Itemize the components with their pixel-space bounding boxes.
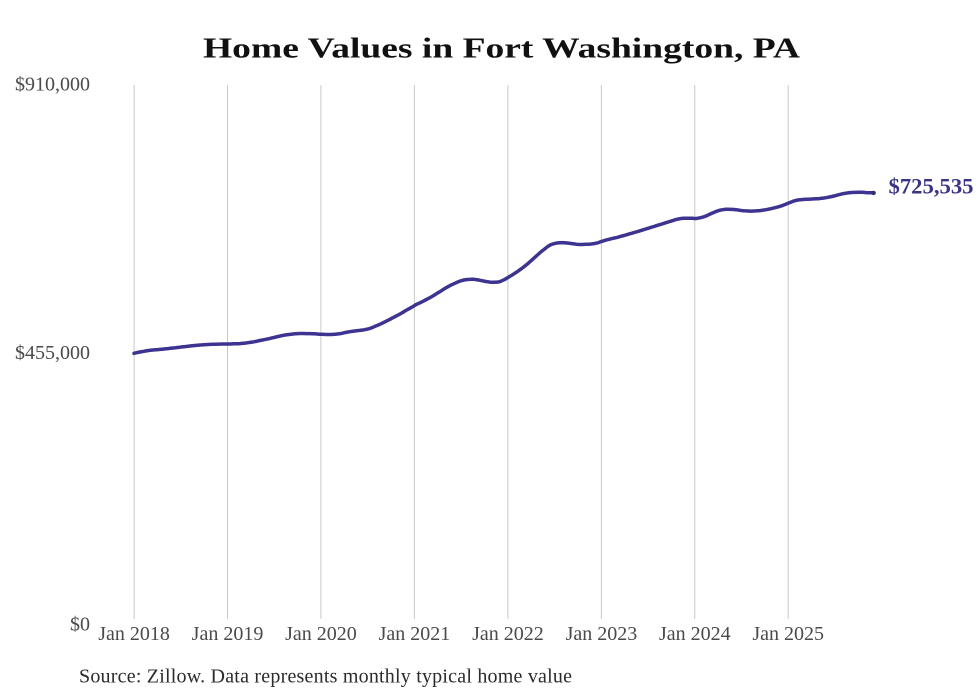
svg-text:Jan 2023: Jan 2023: [566, 623, 638, 645]
svg-text:$0: $0: [70, 614, 90, 636]
svg-text:Jan 2025: Jan 2025: [752, 623, 824, 645]
svg-text:Jan 2022: Jan 2022: [472, 623, 544, 645]
svg-text:Jan 2018: Jan 2018: [98, 623, 170, 645]
svg-text:Jan 2021: Jan 2021: [379, 623, 451, 645]
svg-text:Source: Zillow. Data represent: Source: Zillow. Data represents monthly …: [79, 666, 572, 688]
svg-text:Home Values in Fort Washington: Home Values in Fort Washington, PA: [203, 33, 800, 65]
svg-text:Jan 2019: Jan 2019: [192, 623, 264, 645]
svg-text:$910,000: $910,000: [15, 74, 90, 96]
svg-text:$725,535: $725,535: [889, 174, 974, 199]
svg-text:Jan 2020: Jan 2020: [285, 623, 357, 645]
svg-text:Jan 2024: Jan 2024: [659, 623, 731, 645]
svg-text:$455,000: $455,000: [15, 342, 90, 364]
